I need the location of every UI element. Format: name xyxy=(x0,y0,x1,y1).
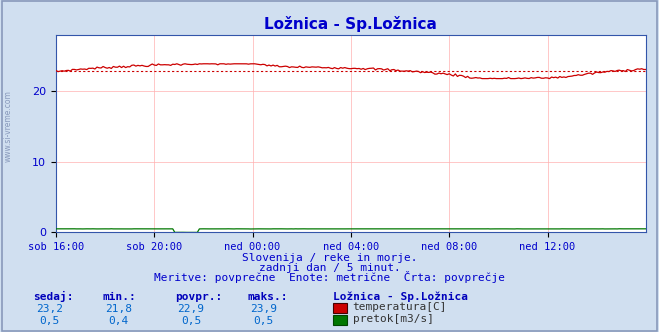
Text: temperatura[C]: temperatura[C] xyxy=(353,302,447,312)
Text: 0,4: 0,4 xyxy=(109,316,129,326)
Text: 23,9: 23,9 xyxy=(250,304,277,314)
Text: 0,5: 0,5 xyxy=(254,316,273,326)
Text: 0,5: 0,5 xyxy=(181,316,201,326)
Text: 0,5: 0,5 xyxy=(40,316,59,326)
Text: Ložnica - Sp.Ložnica: Ložnica - Sp.Ložnica xyxy=(333,292,468,302)
Text: pretok[m3/s]: pretok[m3/s] xyxy=(353,314,434,324)
Text: Slovenija / reke in morje.: Slovenija / reke in morje. xyxy=(242,253,417,263)
Text: min.:: min.: xyxy=(102,292,136,302)
Text: 21,8: 21,8 xyxy=(105,304,132,314)
Text: www.si-vreme.com: www.si-vreme.com xyxy=(4,90,13,162)
Title: Ložnica - Sp.Ložnica: Ložnica - Sp.Ložnica xyxy=(264,16,438,32)
Text: zadnji dan / 5 minut.: zadnji dan / 5 minut. xyxy=(258,263,401,273)
Text: povpr.:: povpr.: xyxy=(175,292,222,302)
Text: 22,9: 22,9 xyxy=(178,304,204,314)
Text: maks.:: maks.: xyxy=(247,292,287,302)
Text: Meritve: povprečne  Enote: metrične  Črta: povprečje: Meritve: povprečne Enote: metrične Črta:… xyxy=(154,271,505,283)
Text: 23,2: 23,2 xyxy=(36,304,63,314)
Text: sedaj:: sedaj: xyxy=(33,291,73,302)
